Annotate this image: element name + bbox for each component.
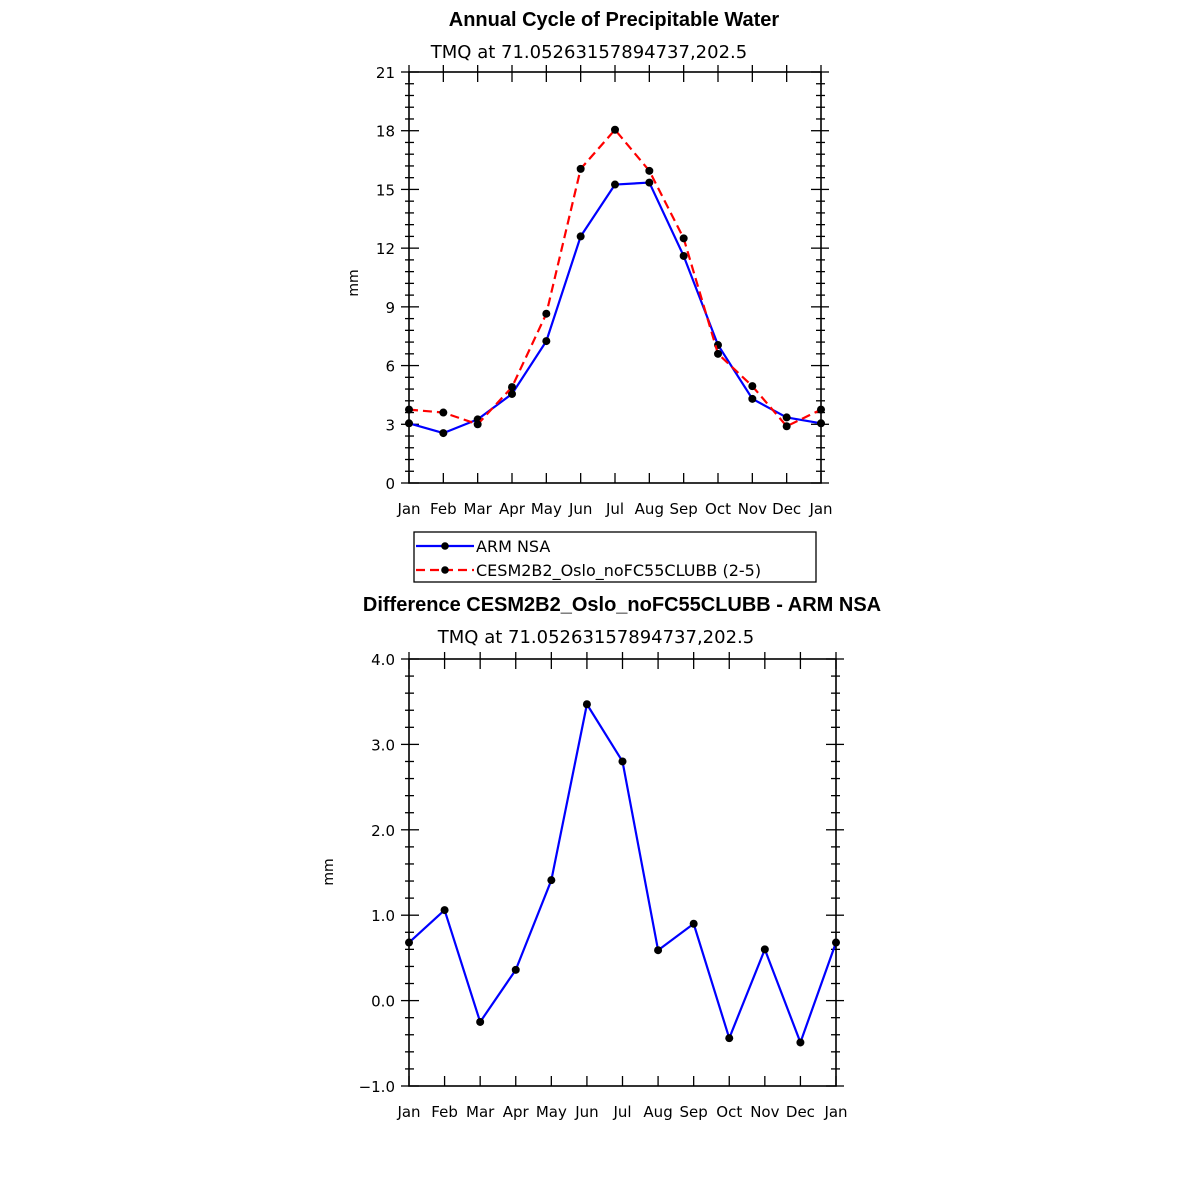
chart-1-ytick-label: 18 <box>376 123 395 141</box>
chart-2-xtick-label: Mar <box>466 1103 495 1121</box>
legend-entry-arm-nsa: ARM NSA <box>416 537 550 556</box>
chart-2-xtick-label: Feb <box>431 1103 458 1121</box>
chart-1-ytick-label: 21 <box>376 64 395 82</box>
chart-2-ytick-label: 0.0 <box>371 993 395 1011</box>
chart-2-point-difference <box>725 1034 734 1043</box>
chart-1-xtick-label: Jun <box>568 500 592 518</box>
chart-1: Annual Cycle of Precipitable Water TMQ a… <box>346 9 833 583</box>
chart-2-point-difference <box>476 1017 485 1026</box>
chart-1-legend: ARM NSA CESM2B2_Oslo_noFC55CLUBB (2-5) <box>413 531 817 583</box>
chart-2-xtick-label: Nov <box>750 1103 779 1121</box>
chart-2-point-difference <box>618 757 627 766</box>
chart-2-point-difference <box>511 965 520 974</box>
chart-1-point-arm-nsa <box>439 429 448 438</box>
chart-1-xtick-label: Jan <box>396 500 420 518</box>
chart-1-xtick-label: Aug <box>635 500 664 518</box>
chart-2-point-difference <box>547 876 556 885</box>
chart-1-point-cesm2b2-oslo-nofc55clubb-2-5 <box>542 309 551 318</box>
chart-1-point-arm-nsa <box>508 389 516 398</box>
chart-2-xtick-label: Apr <box>503 1103 530 1121</box>
chart-2-title: Difference CESM2B2_Oslo_noFC55CLUBB - AR… <box>363 594 881 616</box>
chart-1-point-cesm2b2-oslo-nofc55clubb-2-5 <box>473 420 482 429</box>
chart-1-ytick-label: 0 <box>385 475 395 493</box>
legend-marker-cesm <box>441 566 449 574</box>
chart-1-point-arm-nsa <box>748 394 757 403</box>
chart-1-xtick-label: Sep <box>670 500 698 518</box>
legend-label-cesm: CESM2B2_Oslo_noFC55CLUBB (2-5) <box>476 561 761 581</box>
chart-1-plot-frame <box>408 71 822 484</box>
chart-2-point-difference <box>760 945 769 954</box>
chart-1-xtick-label: Dec <box>772 500 801 518</box>
legend-entry-cesm: CESM2B2_Oslo_noFC55CLUBB (2-5) <box>416 561 761 581</box>
chart-1-xtick-label: Oct <box>705 500 731 518</box>
chart-2-xtick-label: Jan <box>396 1103 420 1121</box>
chart-1-ytick-label: 3 <box>385 416 395 434</box>
chart-1-point-cesm2b2-oslo-nofc55clubb-2-5 <box>576 164 585 173</box>
chart-1-ylabel: mm <box>346 269 362 296</box>
chart-1-point-cesm2b2-oslo-nofc55clubb-2-5 <box>508 383 516 392</box>
chart-1-point-arm-nsa <box>542 337 551 346</box>
chart-2-ytick-label: 1.0 <box>371 907 395 925</box>
chart-2-xtick-label: Oct <box>716 1103 742 1121</box>
chart-2-point-difference <box>796 1038 805 1047</box>
chart-1-point-cesm2b2-oslo-nofc55clubb-2-5 <box>645 166 654 175</box>
chart-1-point-cesm2b2-oslo-nofc55clubb-2-5 <box>748 382 757 391</box>
chart-1-ytick-label: 6 <box>385 358 395 376</box>
chart-2-ylabel: mm <box>321 858 337 885</box>
chart-1-xtick-label: Jan <box>808 500 832 518</box>
chart-1-xtick-label: Nov <box>738 500 767 518</box>
chart-2-xtick-label: May <box>536 1103 567 1121</box>
chart-2-ytick-label: 4.0 <box>371 651 395 669</box>
chart-1-ticks: Jan Feb Mar Apr May Jun Jul Aug Sep Oct Nov Dec Jan0… <box>376 64 833 518</box>
legend-marker-arm-nsa <box>441 542 449 550</box>
chart-2-xtick-label: Sep <box>680 1103 708 1121</box>
chart-1-point-cesm2b2-oslo-nofc55clubb-2-5 <box>714 349 722 358</box>
chart-1-point-cesm2b2-oslo-nofc55clubb-2-5 <box>782 422 791 431</box>
chart-2-ytick-label: 3.0 <box>371 736 395 754</box>
chart-1-ytick-label: 15 <box>376 181 395 199</box>
legend-box <box>413 531 817 583</box>
chart-2-point-difference <box>689 919 698 928</box>
legend-label-arm-nsa: ARM NSA <box>476 537 550 556</box>
chart-2-point-difference <box>440 906 449 915</box>
chart-1-point-arm-nsa <box>679 251 688 260</box>
chart-2-point-difference <box>654 946 663 955</box>
chart-1-point-cesm2b2-oslo-nofc55clubb-2-5 <box>439 408 448 417</box>
chart-2-xtick-label: Jun <box>574 1103 598 1121</box>
chart-1-xtick-label: Apr <box>499 500 526 518</box>
chart-2-subtitle: TMQ at 71.05263157894737,202.5 <box>437 627 754 648</box>
chart-1-ytick-label: 9 <box>385 299 395 317</box>
chart-1-xtick-label: Feb <box>430 500 457 518</box>
chart-2-ytick-label: 2.0 <box>371 822 395 840</box>
chart-2-xtick-label: Jan <box>823 1103 847 1121</box>
chart-2-xtick-label: Jul <box>612 1103 631 1121</box>
chart-2: Difference CESM2B2_Oslo_noFC55CLUBB - AR… <box>321 594 881 1121</box>
chart-1-point-cesm2b2-oslo-nofc55clubb-2-5 <box>679 234 688 243</box>
chart-2-xtick-label: Dec <box>786 1103 815 1121</box>
chart-2-point-difference <box>582 700 591 709</box>
chart-1-point-arm-nsa <box>645 178 654 187</box>
chart-2-xtick-label: Aug <box>643 1103 672 1121</box>
chart-1-subtitle: TMQ at 71.05263157894737,202.5 <box>430 42 747 63</box>
chart-1-series <box>405 125 825 438</box>
chart-1-title: Annual Cycle of Precipitable Water <box>449 9 780 31</box>
chart-1-point-cesm2b2-oslo-nofc55clubb-2-5 <box>611 125 619 134</box>
chart-1-xtick-label: May <box>531 500 562 518</box>
chart-1-xtick-label: Mar <box>464 500 493 518</box>
chart-1-point-arm-nsa <box>576 232 585 241</box>
chart-2-ytick-label: −1.0 <box>359 1078 395 1096</box>
chart-2-plot-frame <box>408 658 837 1087</box>
chart-1-point-arm-nsa <box>782 413 791 422</box>
chart-1-point-arm-nsa <box>611 180 619 189</box>
chart-1-ytick-label: 12 <box>376 240 395 258</box>
chart-1-xtick-label: Jul <box>605 500 624 518</box>
